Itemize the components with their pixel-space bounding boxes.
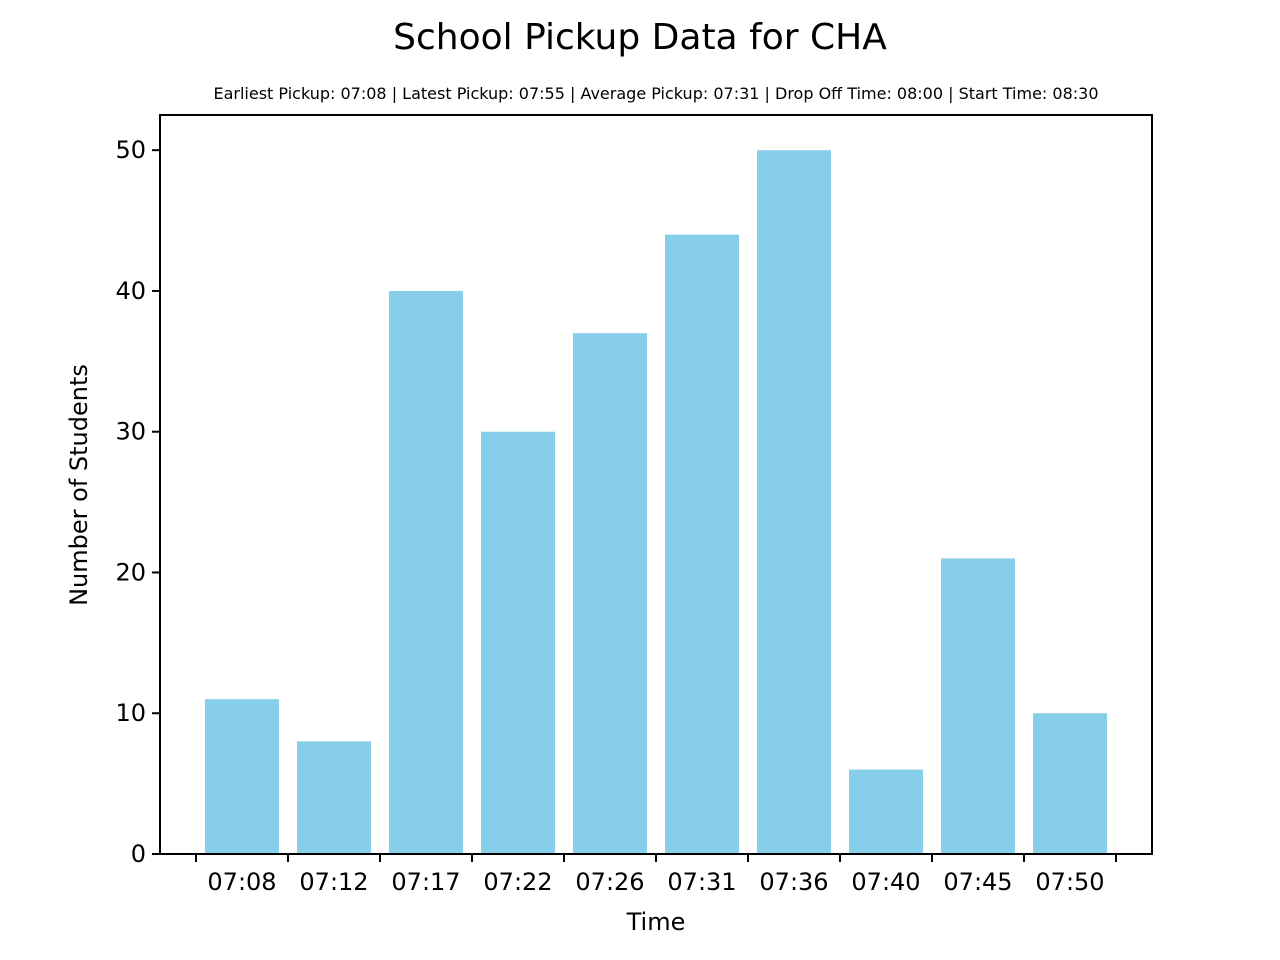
bar-0722 [481, 431, 555, 854]
bars-layer [205, 150, 1107, 855]
x-axis-ticks: 07:08 07:12 07:17 07:22 07:26 07:31 07:36 07:40… [195, 854, 1117, 896]
bar-0745 [941, 558, 1015, 854]
bar-0740 [849, 769, 923, 854]
y-tick-label: 20 [115, 558, 146, 586]
y-tick-label: 30 [115, 418, 146, 446]
chart-title: School Pickup Data for CHA [393, 17, 887, 58]
chart-subtitle: Earliest Pickup: 07:08 | Latest Pickup: … [213, 84, 1098, 103]
y-tick-label: 40 [115, 277, 146, 305]
x-tick-label: 07:50 [1035, 868, 1104, 896]
x-tick-label: 07:40 [851, 868, 920, 896]
x-tick-label: 07:12 [299, 868, 368, 896]
x-axis-label: Time [626, 908, 686, 936]
x-tick-label: 07:45 [943, 868, 1012, 896]
y-axis-label: Number of Students [65, 364, 93, 606]
x-tick-label: 07:26 [575, 868, 644, 896]
x-tick-label: 07:08 [207, 868, 276, 896]
plot-frame [159, 114, 1153, 855]
y-tick-label: 10 [115, 699, 146, 727]
x-tick-label: 07:36 [759, 868, 828, 896]
bar-0726 [573, 333, 647, 855]
bar-0712 [297, 741, 371, 854]
bar-0750 [1033, 713, 1107, 854]
x-tick-label: 07:17 [391, 868, 460, 896]
x-tick-label: 07:31 [667, 868, 736, 896]
bar-0736 [757, 150, 831, 854]
bar-0717 [389, 290, 463, 854]
x-tick-label: 07:22 [483, 868, 552, 896]
y-tick-label: 0 [131, 840, 146, 868]
bar-0708 [205, 699, 279, 854]
y-axis-ticks: 0 10 20 30 40 50 [115, 136, 160, 868]
y-tick-label: 50 [115, 136, 146, 164]
bar-0731 [665, 234, 739, 855]
